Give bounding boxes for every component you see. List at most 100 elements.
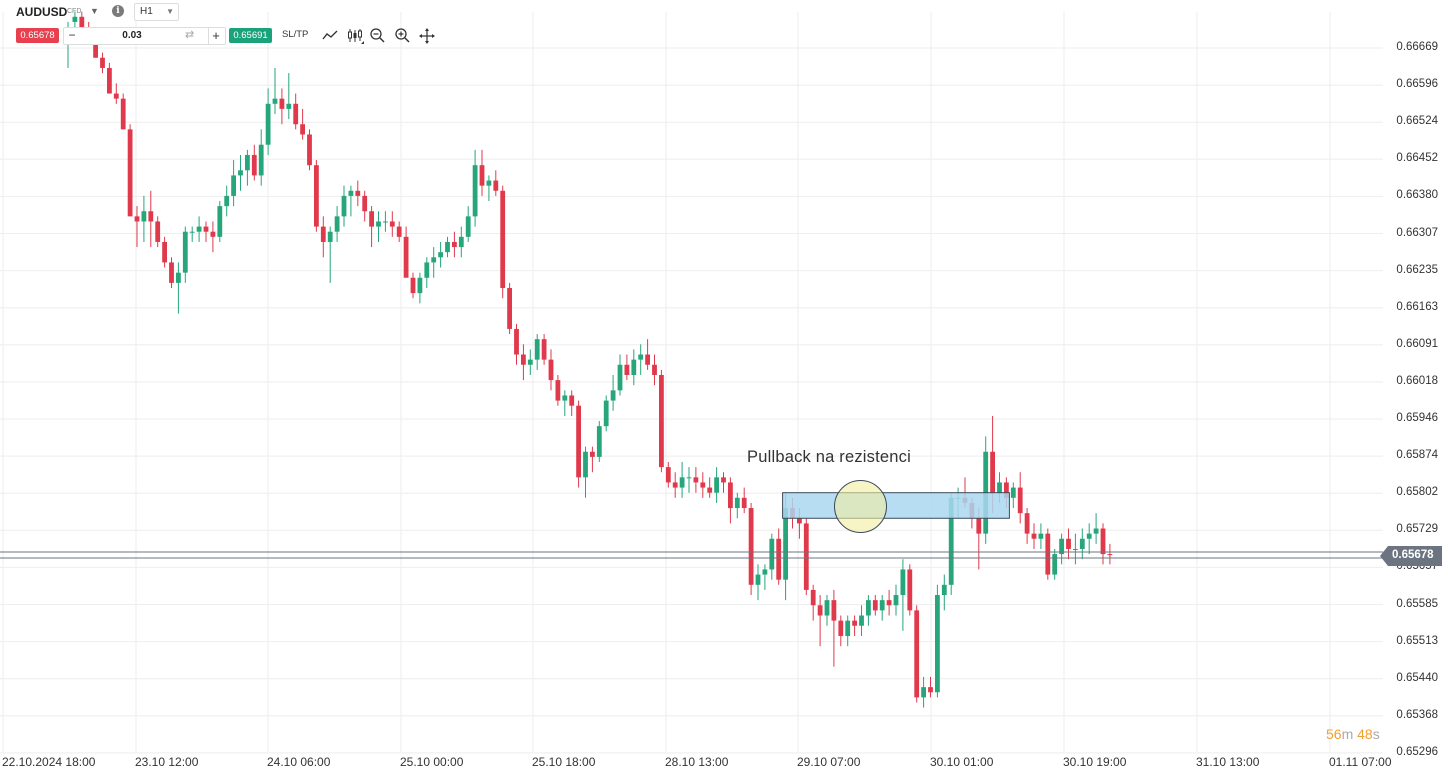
candle	[438, 241, 443, 268]
candle	[521, 344, 526, 381]
candle-body	[769, 538, 775, 570]
price-tick-label: 0.65802	[1396, 486, 1438, 499]
buy-button[interactable]: 0.65691	[229, 28, 272, 43]
price-tick-label: 0.66018	[1396, 374, 1438, 387]
symbol-name[interactable]: AUDUSD	[16, 5, 68, 19]
candle-body	[113, 93, 119, 99]
candle	[893, 584, 899, 616]
price-tick-label: 0.66235	[1396, 263, 1438, 276]
candle-body	[714, 477, 719, 493]
candle-body	[762, 569, 768, 575]
price-tick-label: 0.66380	[1396, 189, 1438, 202]
highlight-circle[interactable]	[834, 479, 887, 533]
candle	[210, 221, 216, 253]
candle	[258, 129, 264, 186]
candle-body	[734, 497, 740, 509]
candle	[452, 231, 457, 258]
candle-body	[921, 687, 926, 698]
crosshair-icon[interactable]	[418, 27, 436, 45]
candles-icon[interactable]	[346, 27, 364, 45]
candle-body	[238, 170, 243, 176]
candle-body	[417, 277, 423, 294]
candle-body	[383, 221, 388, 223]
zoom-in-icon[interactable]	[394, 27, 412, 45]
candle	[748, 502, 754, 596]
candle-body	[838, 620, 844, 636]
info-icon[interactable]: i	[112, 5, 124, 17]
candle	[100, 52, 105, 74]
candle	[286, 73, 292, 120]
candle	[1079, 528, 1085, 560]
candle	[445, 236, 450, 258]
candle-body	[596, 426, 602, 457]
candle	[424, 257, 430, 288]
candle	[231, 160, 236, 207]
candle-body	[728, 482, 733, 509]
candle-body	[1066, 538, 1071, 549]
time-tick-label: 25.10 00:00	[400, 755, 464, 769]
quantity-input[interactable]: 0.03	[122, 30, 142, 41]
annotation-text[interactable]: Pullback na rezistenci	[747, 448, 911, 466]
time-tick-label: 01.11 07:00	[1329, 755, 1392, 769]
time-tick-label: 30.10 19:00	[1063, 755, 1127, 769]
sltp-button[interactable]: SL/TP	[282, 29, 309, 40]
candle-body	[479, 165, 485, 186]
candle	[169, 257, 174, 288]
candle-body	[1004, 482, 1009, 498]
chevron-down-icon: ▼	[166, 7, 174, 16]
candle	[679, 461, 685, 498]
candle-body	[231, 175, 236, 196]
candle-body	[314, 165, 319, 227]
candle	[831, 589, 837, 667]
candle	[652, 354, 657, 386]
candle-body	[783, 508, 788, 580]
candle-body	[686, 477, 692, 479]
current-price-label: 0.65678	[1392, 549, 1434, 561]
candle-body	[217, 206, 223, 237]
candle	[617, 354, 623, 396]
sell-button[interactable]: 0.65678	[16, 28, 59, 43]
candle-body	[797, 518, 802, 524]
swap-icon[interactable]: ⇄	[185, 29, 195, 41]
candle-body	[776, 538, 782, 580]
quantity-increase-button[interactable]: +	[208, 27, 223, 44]
candle-body	[1059, 538, 1064, 555]
candle	[672, 472, 678, 498]
candle	[479, 149, 485, 196]
candle	[1010, 482, 1016, 509]
candle-body	[1010, 487, 1016, 498]
candle-body	[548, 359, 554, 381]
candle-body	[831, 600, 837, 621]
candle-body	[307, 134, 312, 166]
price-tick-label: 0.65440	[1396, 671, 1438, 684]
candle	[1024, 508, 1030, 544]
timeframe-select[interactable]: H1 ▼	[134, 3, 179, 21]
candle-body	[603, 400, 609, 427]
candle	[148, 190, 154, 248]
candle-body	[127, 129, 133, 217]
candle-body	[293, 103, 299, 125]
candle-body	[707, 487, 713, 493]
candle	[1066, 528, 1071, 560]
candle	[217, 201, 223, 242]
candle-body	[355, 190, 361, 196]
candle	[376, 211, 381, 242]
candle	[534, 334, 540, 370]
line-chart-icon[interactable]	[321, 27, 339, 45]
candle-body	[755, 574, 761, 585]
candle-body	[438, 252, 443, 258]
candle	[1031, 523, 1037, 549]
candle	[472, 149, 478, 227]
resistance-zone[interactable]	[782, 492, 1010, 519]
candle-body	[624, 364, 630, 375]
candle	[803, 518, 809, 596]
candle	[251, 144, 257, 181]
candle-body	[279, 98, 285, 109]
quantity-decrease-button[interactable]: −	[68, 28, 76, 42]
chevron-down-icon[interactable]: ▼	[90, 6, 99, 16]
price-tick-label: 0.66669	[1396, 41, 1438, 53]
candle	[576, 400, 581, 488]
candle-body	[803, 523, 809, 590]
zoom-out-icon[interactable]	[369, 27, 387, 45]
